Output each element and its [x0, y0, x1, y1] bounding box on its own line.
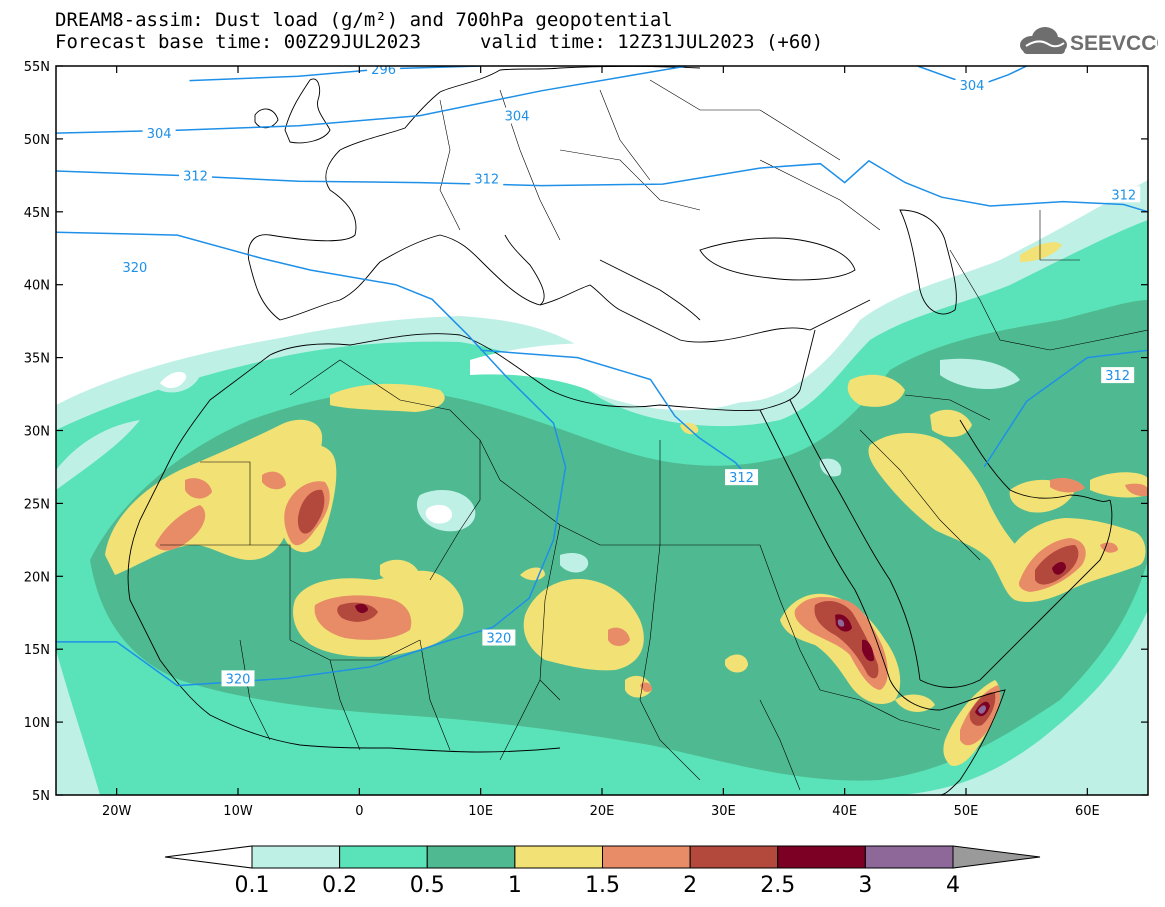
colorbar-label: 4: [946, 873, 960, 898]
colorbar-label: 0.2: [322, 873, 357, 898]
contour-label: 304: [505, 110, 530, 125]
lon-tick-label: 20W: [102, 804, 132, 819]
lat-tick-label: 30N: [24, 425, 50, 440]
lon-tick-label: 60E: [1075, 804, 1100, 819]
contour-label-bg: [1101, 367, 1135, 384]
lon-tick-label: 30E: [711, 804, 736, 819]
contour-label: 312: [1105, 369, 1130, 384]
lat-tick-label: 25N: [24, 497, 50, 512]
lat-tick-label: 50N: [24, 133, 50, 148]
contour-label-bg: [118, 259, 152, 276]
logo-text: SEEVCCC: [1070, 32, 1158, 55]
lat-tick-label: 5N: [32, 789, 50, 804]
lon-tick-label: 50E: [954, 804, 979, 819]
contour-label: 312: [183, 169, 208, 184]
lat-tick-label: 20N: [24, 570, 50, 585]
contour-label-bg: [179, 167, 213, 184]
lat-tick-label: 40N: [24, 279, 50, 294]
contour-label: 312: [474, 172, 499, 187]
colorbar-label: 2.5: [760, 873, 795, 898]
contour-label-bg: [142, 125, 176, 142]
contour-line-296: [189, 66, 481, 82]
contour-label: 296: [371, 63, 396, 78]
lat-tick-label: 10N: [24, 716, 50, 731]
forecast-base-time: Forecast base time: 00Z29JUL2023: [55, 31, 422, 53]
colorbar-high-extension: [952, 845, 1041, 869]
colorbar-label: 0.5: [410, 873, 445, 898]
contour-label: 320: [486, 632, 511, 647]
colorbar-bin: [864, 845, 954, 869]
colorbar-label: 0.1: [235, 873, 270, 898]
contour-line-312: [56, 159, 1148, 213]
contour-line-320: [56, 231, 567, 687]
colorbar-label: 1: [508, 873, 522, 898]
colorbar-label: 1.5: [585, 873, 620, 898]
lon-tick-label: 10W: [223, 804, 253, 819]
lon-tick-label: 20E: [590, 804, 615, 819]
colorbar-bin: [251, 845, 341, 869]
colorbar-label: 3: [858, 873, 872, 898]
contour-label: 320: [226, 672, 251, 687]
dust-field: [56, 180, 1148, 795]
contour-label-bg: [955, 76, 989, 93]
contour-label: 320: [122, 261, 147, 276]
colorbar-low-extension: [164, 845, 253, 869]
colorbar-bin: [777, 845, 866, 869]
contour-label-bg: [470, 170, 504, 187]
lat-tick-label: 15N: [24, 643, 50, 658]
colorbar-bin: [689, 845, 779, 869]
contour-line-312: [983, 349, 1148, 468]
lon-tick-label: 10E: [468, 804, 493, 819]
contour-label-bg: [725, 469, 759, 486]
contour-label: 304: [960, 79, 985, 94]
colorbar-bin: [426, 845, 516, 869]
contour-label-bg: [367, 66, 401, 77]
cloud-icon: [1020, 27, 1067, 54]
lat-tick-label: 45N: [24, 206, 50, 221]
title-line-1: DREAM8-assim: Dust load (g/m²) and 700hP…: [55, 9, 673, 31]
contour-label-bg: [1107, 186, 1141, 203]
axis-ticks: 55N 50N 45N 40N 35N 30N 25N 20N 15N 10N 5N 20W 10W 0 1…: [24, 60, 1148, 819]
contour-label-bg: [482, 629, 516, 646]
lon-tick-label: 40E: [832, 804, 857, 819]
contour-label: 312: [729, 471, 754, 486]
country-borders: [160, 79, 1148, 791]
colorbar-label: 2: [683, 873, 697, 898]
coastlines: [127, 66, 1113, 795]
contour-line-312: [480, 349, 749, 478]
contour-label: 304: [147, 127, 172, 142]
contour-label: 312: [1111, 188, 1136, 203]
seevccc-logo: SEEVCCC: [1020, 27, 1158, 55]
colorbar-bin: [339, 845, 428, 869]
contour-label-bg: [221, 670, 255, 687]
lat-tick-label: 35N: [24, 352, 50, 367]
contour-label-bg: [500, 107, 534, 124]
contour-line-304: [56, 66, 688, 134]
colorbar-bin: [514, 845, 603, 869]
colorbar-bin: [602, 845, 691, 869]
geopotential-contours: 296 304 304 304 312 312 312 312 312 320 320 320: [56, 63, 1148, 687]
lon-tick-label: 0: [355, 804, 363, 819]
lat-tick-label: 55N: [24, 60, 50, 75]
valid-time: valid time: 12Z31JUL2023 (+60): [480, 31, 824, 53]
